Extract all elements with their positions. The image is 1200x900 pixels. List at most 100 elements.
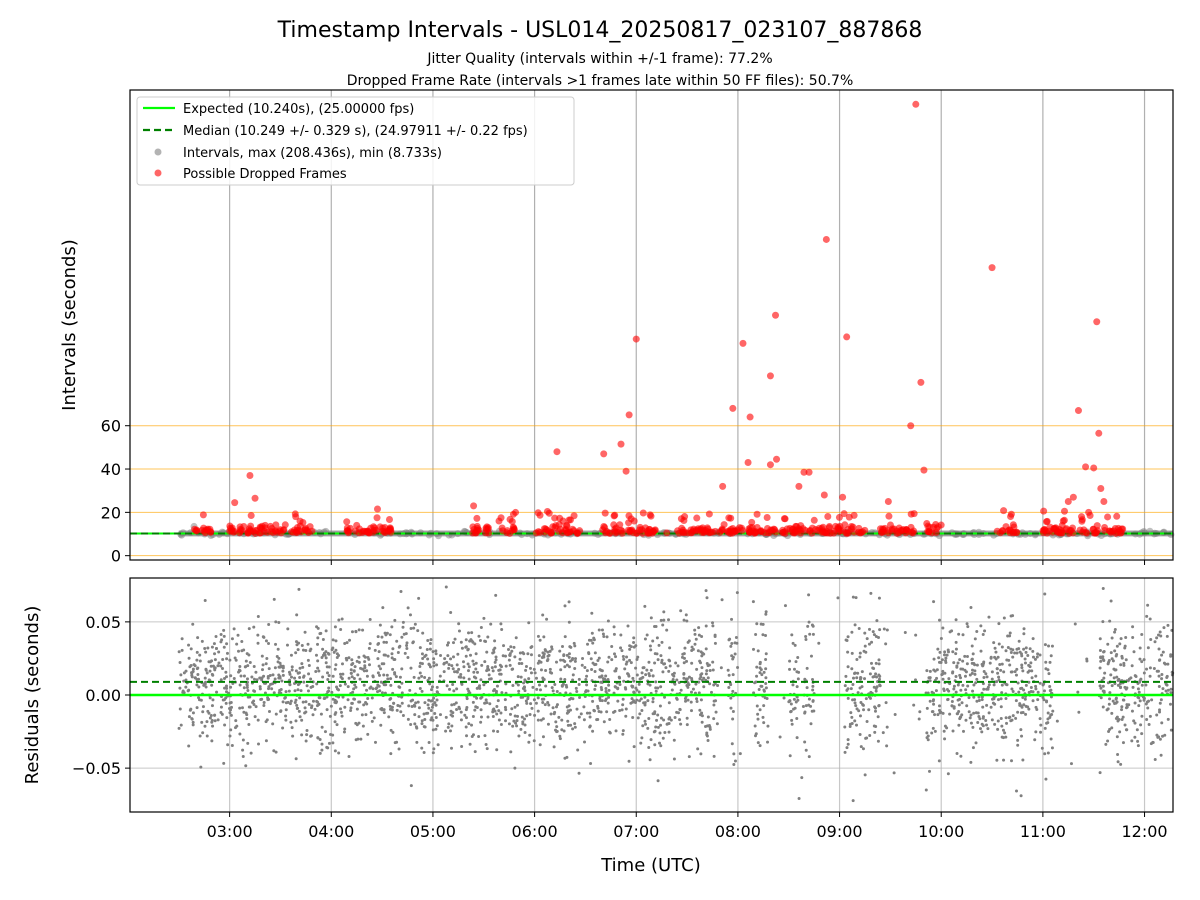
residual-point xyxy=(333,749,337,753)
x-tick-label: 09:00 xyxy=(817,822,863,841)
residual-point xyxy=(1140,732,1144,736)
dropped-frame-point xyxy=(1104,513,1112,521)
residual-point xyxy=(432,664,436,668)
residual-point xyxy=(851,683,855,687)
residual-point xyxy=(247,653,251,657)
residual-point xyxy=(479,626,483,630)
residual-point xyxy=(184,678,188,682)
residual-point xyxy=(782,696,786,700)
residual-point xyxy=(427,676,431,680)
residual-point xyxy=(942,729,946,733)
dropped-frame-point xyxy=(296,517,304,525)
residual-point xyxy=(811,632,815,636)
residual-point xyxy=(844,674,848,678)
residual-point xyxy=(331,674,335,678)
residual-point xyxy=(735,591,739,595)
residual-point xyxy=(523,723,527,727)
residual-point xyxy=(558,649,562,653)
residual-point xyxy=(1014,716,1018,720)
residual-point xyxy=(532,698,536,702)
residual-point xyxy=(422,750,426,754)
residual-point xyxy=(971,725,975,729)
residual-point xyxy=(296,683,300,687)
residual-point xyxy=(993,722,997,726)
residual-point xyxy=(876,739,880,743)
residual-point xyxy=(1020,654,1024,658)
residual-point xyxy=(1133,721,1137,725)
residual-point xyxy=(992,683,996,687)
bottom-y-tick-label: 0.00 xyxy=(85,686,121,705)
residual-point xyxy=(967,696,971,700)
residual-point xyxy=(230,705,234,709)
residual-point xyxy=(606,701,610,705)
residual-point xyxy=(700,714,704,718)
residual-point xyxy=(392,658,396,662)
residual-point xyxy=(532,667,536,671)
residual-point xyxy=(958,676,962,680)
residual-point xyxy=(544,684,548,688)
residual-point xyxy=(614,655,618,659)
residual-point xyxy=(405,643,409,647)
residual-point xyxy=(304,739,308,743)
residual-point xyxy=(661,623,665,627)
residual-point xyxy=(695,699,699,703)
residual-point xyxy=(976,721,980,725)
residual-point xyxy=(653,652,657,656)
residual-point xyxy=(548,670,552,674)
residual-point xyxy=(1011,655,1015,659)
residual-point xyxy=(1120,717,1124,721)
residual-point xyxy=(869,661,873,665)
dropped-frame-point xyxy=(647,512,655,520)
residual-point xyxy=(286,627,290,631)
residual-point xyxy=(588,725,592,729)
residual-point xyxy=(1114,696,1118,700)
residual-point xyxy=(229,685,233,689)
dropped-frame-point xyxy=(1107,528,1115,536)
residual-point xyxy=(429,699,433,703)
residual-point xyxy=(937,656,941,660)
residual-point xyxy=(229,728,233,732)
residual-point xyxy=(853,701,857,705)
dropped-frame-point xyxy=(884,527,892,535)
residual-point xyxy=(409,666,413,670)
residual-point xyxy=(572,641,576,645)
residual-point xyxy=(1099,655,1103,659)
residual-point xyxy=(537,683,541,687)
residual-point xyxy=(863,631,867,635)
residual-point xyxy=(843,684,847,688)
residual-point xyxy=(389,728,393,732)
residual-point xyxy=(397,685,401,689)
residual-point xyxy=(256,718,260,722)
residual-point xyxy=(317,669,321,673)
residual-point xyxy=(359,666,363,670)
residual-point xyxy=(272,597,276,601)
residual-point xyxy=(972,711,976,715)
residual-point xyxy=(395,708,399,712)
residual-point xyxy=(210,672,214,676)
residual-point xyxy=(245,717,249,721)
residual-point xyxy=(1155,636,1159,640)
residual-point xyxy=(391,730,395,734)
residual-point xyxy=(967,710,971,714)
residual-point xyxy=(936,713,940,717)
residual-point xyxy=(380,691,384,695)
residual-point xyxy=(616,686,620,690)
residual-point xyxy=(432,661,436,665)
residual-point xyxy=(541,735,545,739)
residual-point xyxy=(191,723,195,727)
residual-point xyxy=(1019,794,1023,798)
residual-point xyxy=(651,700,655,704)
residual-point xyxy=(449,746,453,750)
residual-point xyxy=(511,683,515,687)
residual-point xyxy=(621,729,625,733)
residual-point xyxy=(966,684,970,688)
residual-point xyxy=(523,717,527,721)
residual-point xyxy=(577,771,581,775)
residual-point xyxy=(687,755,691,759)
residual-point xyxy=(732,752,736,756)
residual-point xyxy=(324,661,328,665)
residual-point xyxy=(850,651,854,655)
residual-point xyxy=(763,696,767,700)
residual-point xyxy=(1024,704,1028,708)
dropped-frame-point xyxy=(551,514,559,522)
